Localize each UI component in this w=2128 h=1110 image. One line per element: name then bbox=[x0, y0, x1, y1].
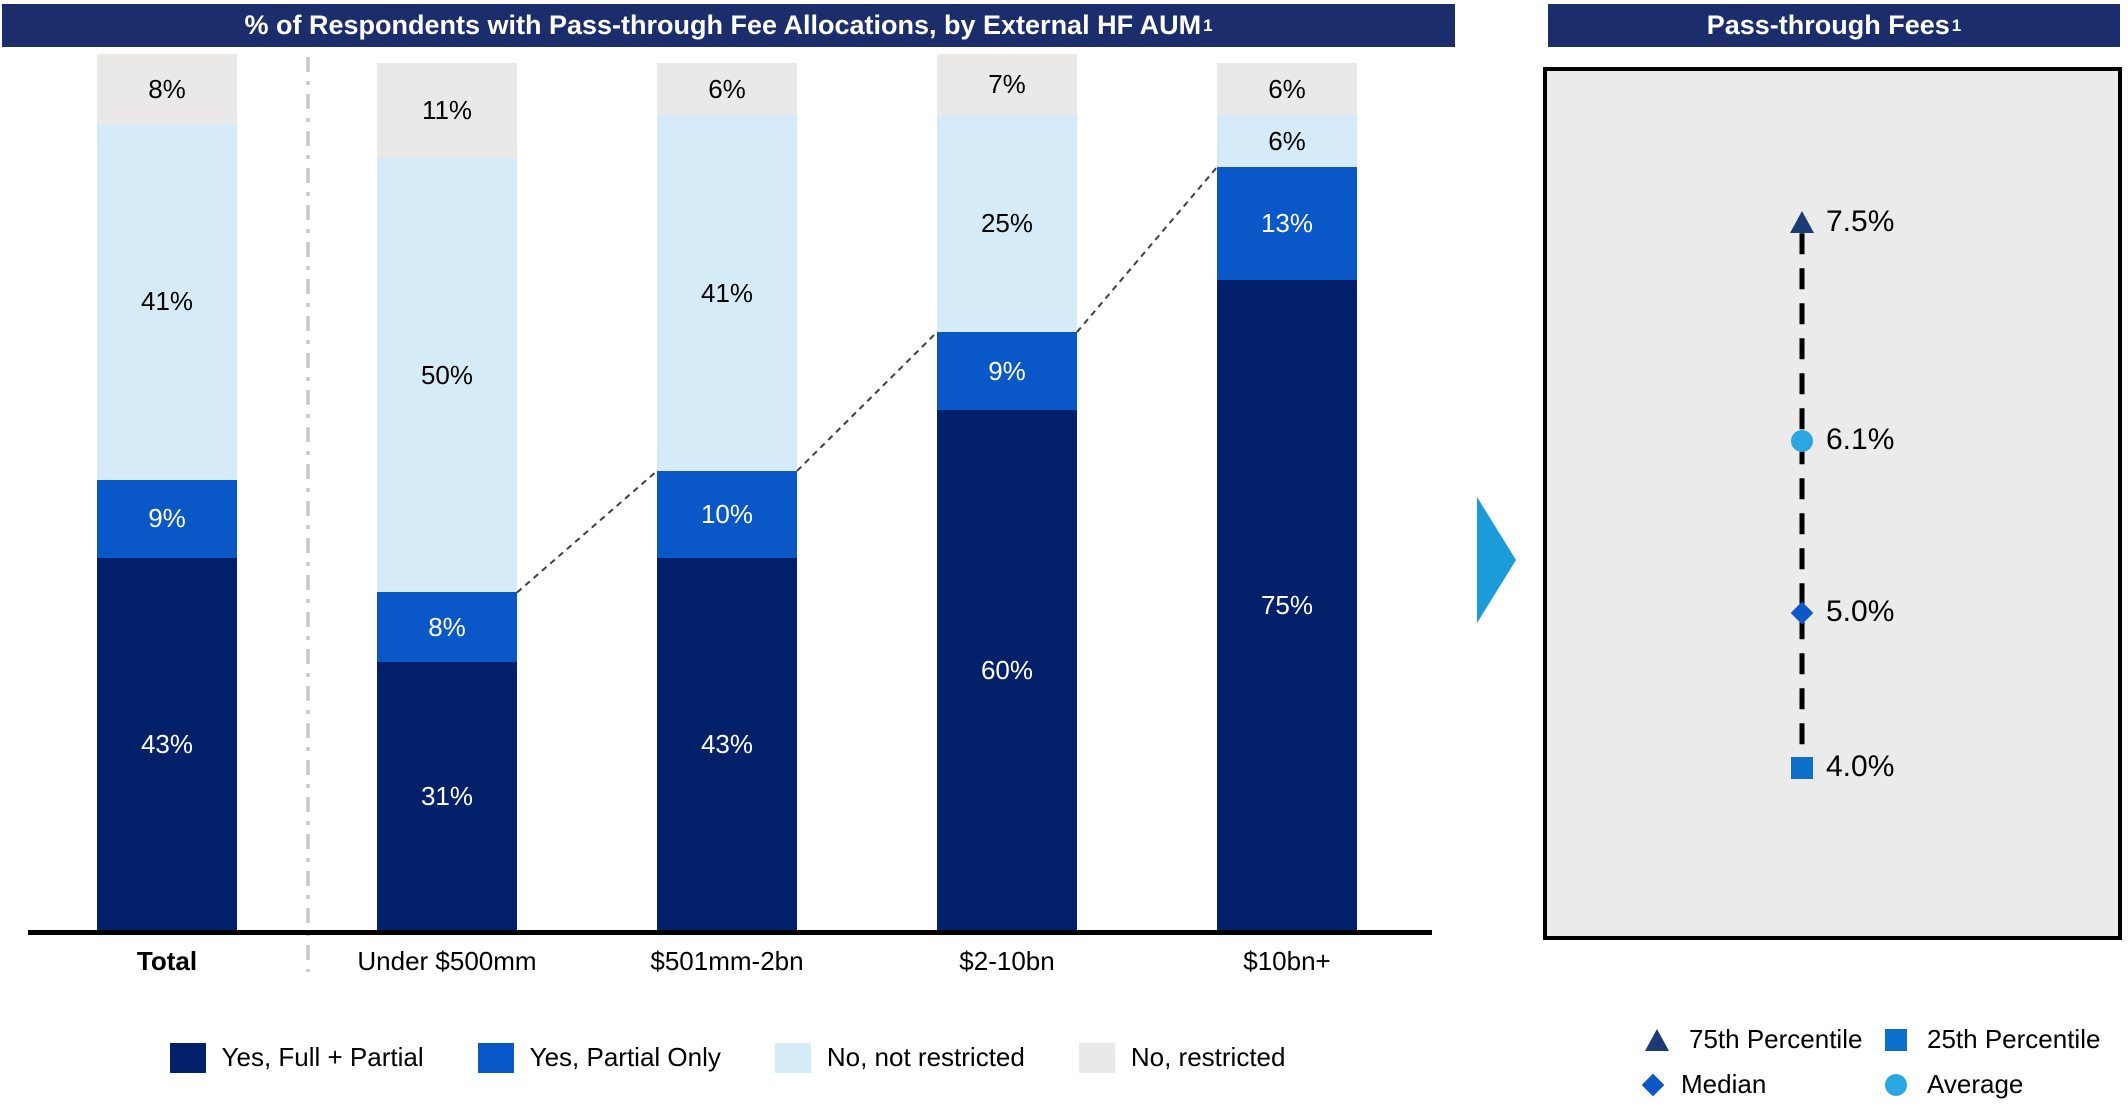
bar-chart-title-bar: % of Respondents with Pass-through Fee A… bbox=[2, 4, 1455, 47]
bar-segment-value: 31% bbox=[420, 780, 474, 811]
bar-segment-value: 43% bbox=[700, 728, 754, 759]
legend-item: Yes, Full + Partial bbox=[169, 1042, 424, 1073]
median-legend-icon bbox=[1641, 1073, 1665, 1096]
legend-item: Yes, Partial Only bbox=[477, 1042, 721, 1073]
bar-segment: 8% bbox=[97, 54, 237, 124]
bar-segment: 41% bbox=[657, 115, 797, 471]
legend-swatch bbox=[477, 1042, 514, 1073]
bar-segment: 25% bbox=[937, 115, 1077, 333]
percentile-legend: 75th Percentile 25th Percentile Median Aver… bbox=[1641, 1024, 2100, 1100]
legend-item: 75th Percentile bbox=[1645, 1024, 1885, 1055]
bar-segment: 50% bbox=[377, 158, 517, 593]
bar-segment-value: 9% bbox=[988, 355, 1026, 386]
x-axis-label: $501mm-2bn bbox=[650, 946, 804, 976]
bar-segment: 9% bbox=[97, 479, 237, 558]
legend-item: Average bbox=[1885, 1069, 2100, 1100]
bar-segment-value: 8% bbox=[148, 73, 186, 104]
bar-segment-value: 6% bbox=[1268, 73, 1306, 104]
bar-segment-value: 75% bbox=[1260, 590, 1314, 620]
bar-segment-value: 9% bbox=[148, 503, 186, 534]
bar-segment-value: 7% bbox=[988, 69, 1026, 100]
legend-label: Average bbox=[1927, 1069, 2024, 1099]
bar-segment-value: 6% bbox=[708, 73, 746, 104]
bar-segment: 8% bbox=[377, 592, 517, 662]
x-axis-label: Total bbox=[136, 946, 198, 976]
75th-percentile-legend-icon bbox=[1645, 1028, 1669, 1051]
percentile-chart-title: Pass-through Fees bbox=[1706, 10, 1950, 40]
bar-segment: 11% bbox=[377, 63, 517, 159]
legend-swatch bbox=[774, 1042, 811, 1073]
bar-chart-legend: Yes, Full + Partial Yes, Partial Only No, … bbox=[0, 1042, 1455, 1073]
legend-label: Median bbox=[1681, 1069, 1767, 1099]
bar-segment: 13% bbox=[1217, 167, 1357, 280]
bar-segment-value: 13% bbox=[1260, 208, 1314, 239]
bar-segment-value: 11% bbox=[421, 95, 473, 126]
bar-segment: 43% bbox=[657, 557, 797, 931]
legend-swatch bbox=[1078, 1042, 1115, 1073]
legend-item: No, not restricted bbox=[774, 1042, 1025, 1073]
bar-segment-value: 41% bbox=[140, 286, 194, 317]
bar-segment: 10% bbox=[657, 470, 797, 558]
flow-arrow-icon bbox=[1477, 497, 1516, 623]
percentile-panel bbox=[1543, 67, 2122, 940]
bar-segment-value: 41% bbox=[700, 277, 754, 308]
bar-segment-value: 60% bbox=[980, 655, 1034, 686]
legend-label: 25th Percentile bbox=[1927, 1024, 2101, 1054]
25th-percentile-legend-icon bbox=[1885, 1028, 1907, 1051]
bar-segment: 75% bbox=[1217, 280, 1357, 931]
x-axis-line bbox=[28, 930, 1432, 935]
legend-label: Yes, Partial Only bbox=[529, 1042, 721, 1072]
bar-segment-value: 25% bbox=[980, 208, 1034, 239]
legend-label: No, restricted bbox=[1130, 1042, 1286, 1072]
bar-segment: 6% bbox=[1217, 115, 1357, 168]
x-axis-labels: Total Under $500mm $501mm-2bn $2-10bn $10bn+ bbox=[0, 946, 1455, 986]
x-axis-label: Under $500mm bbox=[357, 946, 537, 976]
legend-swatch bbox=[169, 1042, 206, 1073]
legend-label: Yes, Full + Partial bbox=[221, 1042, 424, 1072]
bar-chart-title: % of Respondents with Pass-through Fee A… bbox=[244, 10, 1202, 40]
bar-segment: 41% bbox=[97, 123, 237, 480]
bar-segment-value: 50% bbox=[420, 359, 474, 390]
x-axis-label: $10bn+ bbox=[1243, 946, 1331, 976]
bar-segment: 6% bbox=[1217, 63, 1357, 116]
bar-segment: 7% bbox=[937, 54, 1077, 116]
bar-segment: 6% bbox=[657, 63, 797, 116]
percentile-chart-title-bar: Pass-through Fees 1 bbox=[1548, 4, 2120, 47]
bar-segment-value: 10% bbox=[700, 498, 754, 529]
average-legend-icon bbox=[1885, 1073, 1907, 1096]
bar-segment-value: 43% bbox=[140, 728, 194, 759]
legend-item: Median bbox=[1641, 1069, 1885, 1100]
bar-segment: 31% bbox=[377, 661, 517, 931]
legend-item: 25th Percentile bbox=[1885, 1024, 2100, 1055]
bar-segment: 60% bbox=[937, 410, 1077, 931]
bar-segment: 43% bbox=[97, 557, 237, 931]
bar-segment: 9% bbox=[937, 332, 1077, 411]
legend-item: No, restricted bbox=[1078, 1042, 1286, 1073]
legend-label: No, not restricted bbox=[826, 1042, 1025, 1072]
bar-segment-value: 8% bbox=[428, 611, 466, 642]
bar-segment-value: 6% bbox=[1268, 125, 1306, 156]
x-axis-label: $2-10bn bbox=[959, 946, 1055, 976]
legend-label: 75th Percentile bbox=[1689, 1024, 1863, 1054]
